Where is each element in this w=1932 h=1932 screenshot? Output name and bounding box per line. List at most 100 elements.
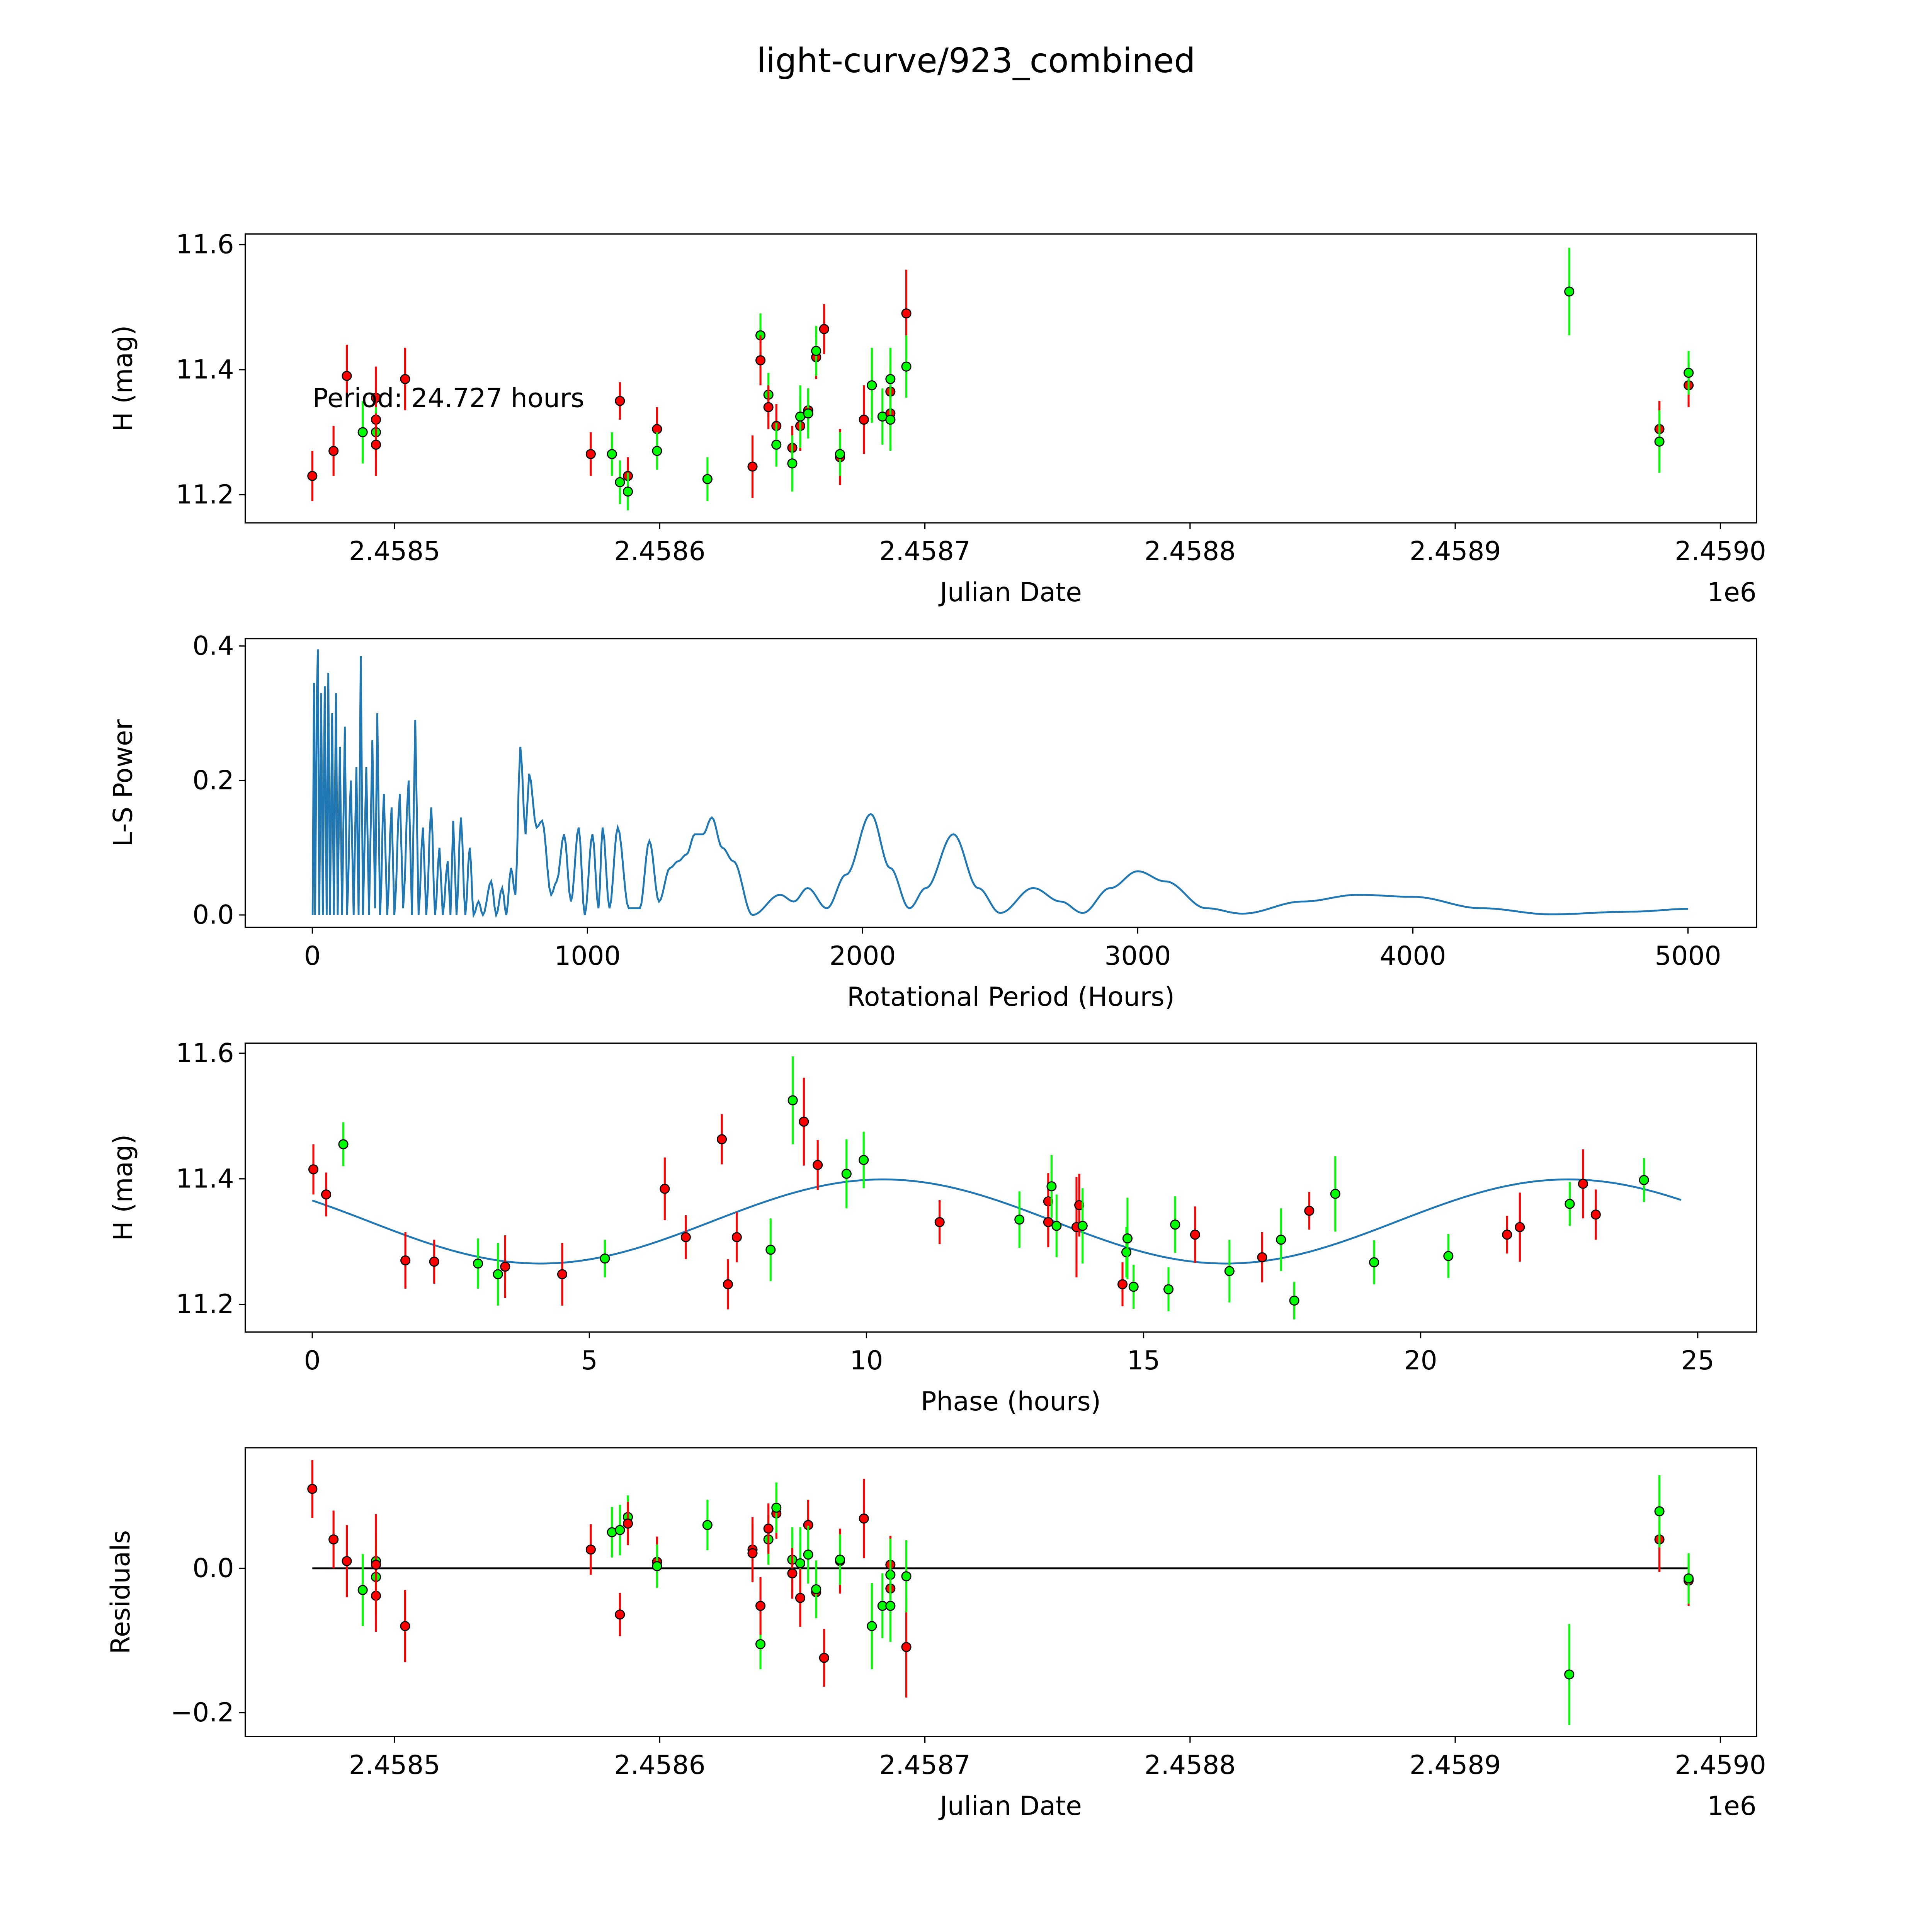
red-data-point	[615, 396, 625, 406]
green-data-point	[835, 449, 845, 459]
red-data-point	[747, 1548, 758, 1558]
green-data-point	[1639, 1175, 1649, 1185]
y-tick-label: 11.4	[176, 1163, 234, 1194]
green-data-point	[1122, 1233, 1133, 1244]
y-tick-label: 11.6	[176, 229, 234, 260]
green-data-point	[1654, 1506, 1665, 1517]
green-data-point	[1276, 1235, 1286, 1245]
y-tick-label: 0.0	[192, 1553, 234, 1583]
red-data-point	[1304, 1206, 1315, 1216]
red-data-point	[500, 1262, 510, 1272]
x-tick-label: 2.4590	[1675, 1750, 1766, 1780]
x-tick-label: 2.4588	[1145, 1750, 1236, 1780]
red-data-point	[1257, 1252, 1267, 1262]
green-data-point	[1224, 1266, 1235, 1276]
green-data-point	[811, 346, 821, 356]
green-data-point	[1051, 1221, 1062, 1231]
axes-frame	[245, 233, 1757, 524]
x-axis-label: Rotational Period (Hours)	[847, 981, 1175, 1012]
green-data-point	[357, 1585, 368, 1595]
y-tick-label: 11.4	[176, 354, 234, 384]
green-data-point	[615, 477, 625, 487]
green-data-point	[1014, 1214, 1025, 1225]
red-data-point	[1578, 1179, 1588, 1189]
red-data-point	[1515, 1222, 1525, 1232]
green-data-point	[1330, 1189, 1340, 1199]
green-data-point	[867, 380, 877, 391]
red-data-point	[901, 308, 912, 319]
red-data-point	[1117, 1279, 1128, 1289]
axes-frame	[245, 1043, 1757, 1333]
x-tick-label: 2.4585	[349, 536, 440, 566]
red-data-point	[371, 1560, 381, 1570]
periodogram-plot-area	[311, 649, 1688, 918]
red-data-point	[1590, 1209, 1601, 1220]
red-data-point	[308, 1164, 319, 1175]
green-data-point	[493, 1269, 503, 1279]
red-data-point	[307, 1484, 318, 1494]
x-tick-label: 5	[581, 1345, 598, 1376]
green-data-point	[1128, 1282, 1139, 1292]
y-tick-label: 11.6	[176, 1037, 234, 1068]
residuals-plot-area	[307, 1460, 1694, 1725]
red-data-point	[1190, 1230, 1200, 1240]
green-data-point	[357, 427, 368, 437]
red-data-point	[795, 1593, 806, 1603]
red-data-point	[371, 439, 381, 450]
green-data-point	[1170, 1219, 1180, 1230]
red-data-point	[429, 1257, 439, 1267]
green-data-point	[885, 374, 896, 384]
x-tick-label: 4000	[1379, 940, 1446, 971]
red-data-point	[585, 449, 596, 459]
green-data-point	[1163, 1284, 1174, 1294]
green-data-point	[901, 361, 912, 372]
green-data-point	[1121, 1247, 1132, 1257]
red-data-point	[859, 1513, 869, 1524]
x-tick-label: 0	[304, 1345, 321, 1376]
y-tick-label: 11.2	[176, 479, 234, 510]
green-data-point	[652, 1561, 662, 1571]
x-tick-label: 2000	[829, 940, 896, 971]
periodogram-line	[311, 649, 1688, 918]
green-data-point	[795, 1558, 806, 1568]
y-axis-label: H (mag)	[107, 1134, 138, 1241]
red-data-point	[934, 1217, 945, 1227]
green-data-point	[803, 1549, 813, 1560]
green-data-point	[1369, 1257, 1379, 1267]
x-tick-label: 2.4585	[349, 1750, 440, 1780]
red-data-point	[615, 1609, 625, 1620]
x-tick-label: 1000	[554, 940, 621, 971]
red-data-point	[731, 1232, 742, 1242]
x-axis-label: Phase (hours)	[921, 1386, 1101, 1417]
y-axis-label: L-S Power	[107, 719, 138, 847]
x-tick-label: 2.4586	[614, 1750, 706, 1780]
figure-title: light-curve/923_combined	[757, 41, 1196, 80]
x-axis-label: Julian Date	[938, 1791, 1082, 1821]
green-data-point	[1684, 367, 1694, 378]
residuals-panel: 2.4585 2.4586 2.4587 2.4588 2.4589 2.4590 −0.2…	[105, 1447, 1766, 1821]
y-tick-label: 0.4	[192, 630, 234, 661]
x-tick-label: 20	[1404, 1345, 1437, 1376]
green-data-point	[1564, 286, 1575, 297]
red-data-point	[400, 1621, 410, 1631]
red-data-point	[813, 1160, 823, 1170]
red-data-point	[901, 1642, 912, 1652]
x-axis-label: Julian Date	[938, 577, 1082, 607]
red-data-point	[1074, 1200, 1085, 1210]
red-data-point	[763, 1524, 774, 1534]
lightcurve-panel: 2.4585 2.4586 2.4587 2.4588 2.4589 2.4590 11.2…	[107, 229, 1766, 607]
red-data-point	[321, 1189, 332, 1200]
red-data-point	[342, 1556, 352, 1566]
green-data-point	[885, 1600, 896, 1611]
red-data-point	[747, 461, 758, 472]
green-data-point	[787, 458, 798, 469]
green-data-point	[901, 1571, 912, 1582]
red-data-point	[755, 1600, 766, 1611]
green-data-point	[885, 415, 896, 425]
x-tick-label: 2.4589	[1410, 536, 1501, 566]
red-data-point	[307, 471, 318, 481]
x-tick-label: 0	[304, 940, 321, 971]
green-data-point	[835, 1554, 845, 1565]
red-data-point	[328, 1534, 339, 1545]
